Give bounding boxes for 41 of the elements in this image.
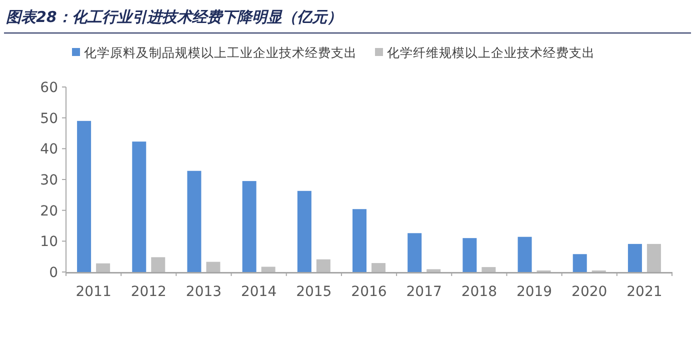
x-tick-label: 2018 [461, 284, 497, 300]
bar [518, 236, 532, 272]
chart-title: 图表28：化工行业引进技术经费下降明显（亿元） [6, 8, 342, 26]
bar [426, 269, 441, 272]
x-tick-label: 2011 [76, 284, 112, 300]
bar [151, 257, 166, 272]
bar [242, 181, 256, 272]
x-tick-label: 2016 [351, 284, 387, 300]
bar [572, 254, 587, 272]
bar [132, 142, 146, 272]
legend-label: 化学原料及制品规模以上工业企业技术经费支出 [84, 45, 357, 60]
bar [352, 209, 366, 272]
y-tick-label: 0 [49, 265, 58, 281]
bar [187, 170, 202, 272]
bar [462, 238, 477, 272]
x-tick-label: 2012 [130, 284, 166, 300]
bar [408, 233, 422, 272]
x-tick-label: 2021 [626, 284, 662, 300]
x-tick-label: 2020 [572, 284, 608, 300]
bar [646, 244, 661, 272]
bar [261, 266, 276, 272]
y-tick-label: 50 [40, 110, 58, 127]
bar [316, 259, 330, 272]
y-tick-label: 30 [40, 172, 58, 188]
y-tick-label: 60 [40, 80, 58, 96]
x-tick-label: 2017 [406, 284, 442, 300]
bar [77, 120, 92, 272]
x-tick-label: 2014 [241, 284, 277, 300]
x-tick-label: 2015 [296, 284, 332, 300]
y-tick-label: 20 [40, 203, 58, 220]
bar [96, 263, 110, 272]
x-tick-label: 2013 [186, 284, 222, 300]
legend-label: 化学纤维规模以上企业技术经费支出 [387, 45, 595, 60]
bar [297, 190, 312, 272]
bar [628, 244, 642, 272]
y-tick-label: 40 [40, 142, 58, 158]
bar [206, 262, 220, 272]
x-tick-label: 2019 [516, 284, 552, 300]
y-tick-label: 10 [40, 234, 58, 250]
bar [482, 267, 496, 272]
bar [372, 263, 386, 272]
